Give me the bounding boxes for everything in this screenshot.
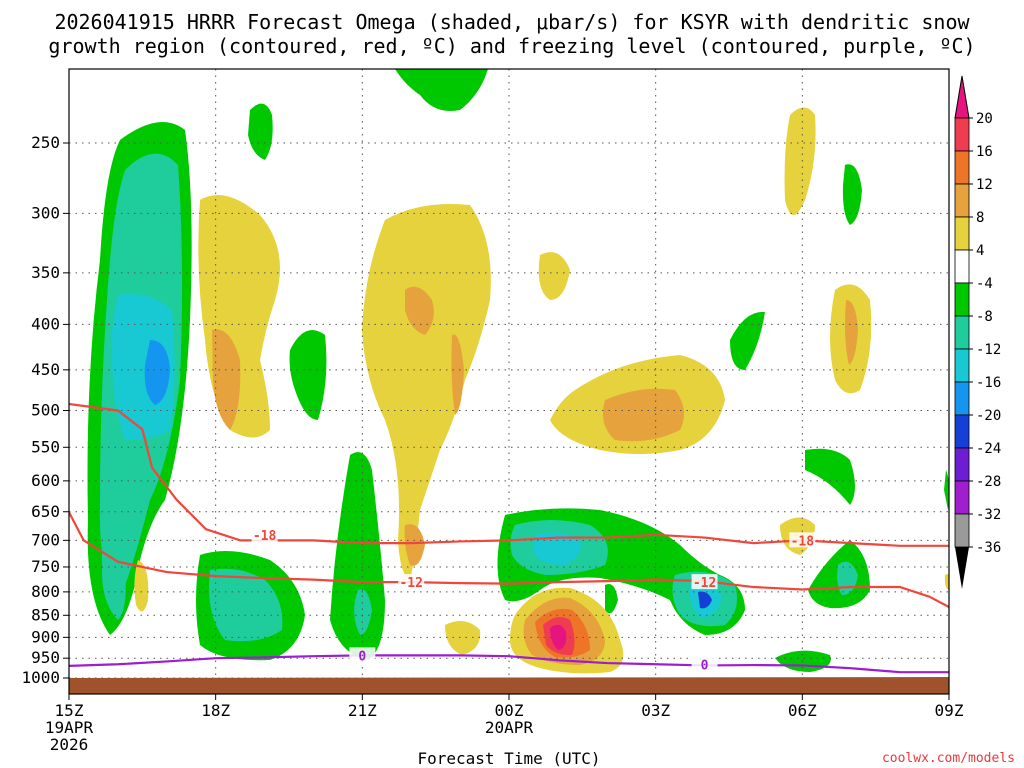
colorbar-label: -8: [976, 309, 993, 325]
y-tick-label: 400: [31, 314, 60, 333]
y-tick-label: 900: [31, 627, 60, 646]
credit-text: coolwx.com/models: [882, 751, 1015, 766]
colorbar-label: -28: [976, 474, 1001, 490]
dgz-contour: [69, 509, 949, 608]
x-tick-label: 21Z: [348, 701, 377, 720]
dgz-contour-label: -12: [693, 576, 716, 591]
colorbar-swatch: [954, 117, 970, 152]
dgz-contour-label-bg: [691, 574, 718, 590]
plot-area: -18 -18 -12 -12 0 0: [69, 69, 949, 694]
colorbar-label: 12: [976, 177, 993, 193]
colorbar-label: -4: [976, 276, 993, 292]
y-tick-label: 800: [31, 582, 60, 601]
colorbar-swatch: [954, 315, 970, 350]
colorbar-label: -20: [976, 408, 1001, 424]
x-axis-label: Forecast Time (UTC): [417, 749, 600, 768]
x-tick-date: 19APR: [45, 718, 94, 737]
y-tick-label: 450: [31, 360, 60, 379]
dgz-contour-label-bg: [789, 532, 816, 548]
x-tick-label: 03Z: [641, 701, 670, 720]
y-tick-label: 950: [31, 648, 60, 667]
colorbar-label: -32: [976, 507, 1001, 523]
y-tick-label: 700: [31, 530, 60, 549]
colorbar-label: 16: [976, 144, 993, 160]
colorbar: 20 16 12 8 4 -4 -8 -12 -16 -20 -24 -28 -32 -36: [954, 75, 1001, 589]
colorbar-swatch: [954, 150, 970, 185]
freezing-level-contour-label-bg: [349, 647, 376, 663]
omega-shading: [87, 69, 949, 674]
x-tick-label: 00Z: [495, 701, 524, 720]
colorbar-swatch: [954, 480, 970, 515]
x-tick-label: 18Z: [201, 701, 230, 720]
colorbar-swatch: [954, 414, 970, 449]
y-tick-label: 250: [31, 133, 60, 152]
dgz-contour: [69, 402, 949, 547]
colorbar-swatch: [954, 249, 970, 284]
y-tick-label: 750: [31, 557, 60, 576]
y-axis: 250 300 350 400 450 500 550 600 650 700 750 800 850 9…: [21, 133, 69, 687]
colorbar-label: 4: [976, 243, 984, 259]
colorbar-label: 20: [976, 111, 993, 127]
ground-fill: [69, 677, 949, 694]
freezing-level-contour-label: 0: [358, 649, 366, 664]
colorbar-label: 8: [976, 210, 984, 226]
x-tick-year: 2026: [50, 735, 89, 754]
dgz-contour-label: -18: [253, 529, 277, 544]
y-tick-label: 650: [31, 502, 60, 521]
colorbar-swatch: [954, 348, 970, 383]
colorbar-swatch: [954, 381, 970, 416]
x-tick-label: 15Z: [55, 701, 84, 720]
x-tick-label: 06Z: [788, 701, 817, 720]
dgz-contour-label-bg: [398, 574, 425, 590]
colorbar-label: -36: [976, 540, 1001, 556]
contour-lines: -18 -18 -12 -12 0 0: [69, 402, 949, 674]
colorbar-swatch: [954, 183, 970, 218]
colorbar-swatch: [954, 513, 970, 548]
dgz-contour-label: -18: [791, 534, 815, 549]
y-tick-label: 550: [31, 437, 60, 456]
x-tick-label: 09Z: [935, 701, 964, 720]
colorbar-swatch: [954, 447, 970, 482]
y-tick-label: 850: [31, 605, 60, 624]
x-tick-date: 20APR: [485, 718, 534, 737]
colorbar-bottom-arrow: [955, 547, 969, 589]
chart-title-line1: 2026041915 HRRR Forecast Omega (shaded, …: [54, 10, 970, 34]
colorbar-label: -16: [976, 375, 1001, 391]
colorbar-top-arrow: [954, 75, 970, 119]
colorbar-label: -12: [976, 342, 1001, 358]
y-tick-label: 300: [31, 203, 60, 222]
dgz-contour-label-bg: [251, 526, 278, 542]
dgz-contour-label: -12: [399, 576, 422, 591]
colorbar-swatch: [954, 216, 970, 251]
colorbar-label: -24: [976, 441, 1001, 457]
y-tick-label: 500: [31, 401, 60, 420]
freezing-level-contour-label: 0: [701, 659, 709, 674]
y-tick-label: 1000: [21, 668, 60, 687]
chart-title-line2: growth region (contoured, red, ºC) and f…: [48, 34, 975, 58]
freezing-level-contour: [69, 654, 949, 674]
colorbar-swatch: [954, 282, 970, 317]
y-tick-label: 600: [31, 471, 60, 490]
freezing-level-contour-label-bg: [691, 656, 718, 672]
y-tick-label: 350: [31, 263, 60, 282]
